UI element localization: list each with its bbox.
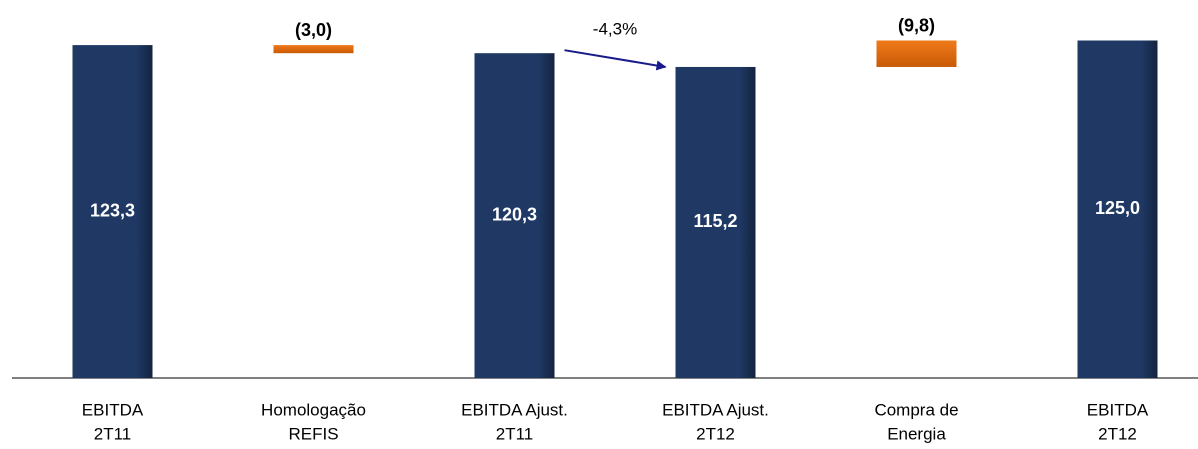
x-tick-label: Homologação — [261, 400, 366, 419]
value-label: 125,0 — [1095, 198, 1140, 218]
annotation-arrow — [564, 49, 667, 71]
bar — [474, 53, 555, 378]
x-tick-label: 2T11 — [496, 424, 534, 443]
annotation: -4,3% — [593, 19, 637, 38]
bar — [1077, 40, 1158, 378]
x-tick-label: 2T11 — [94, 424, 132, 443]
x-tick-label: EBITDA — [1087, 400, 1149, 419]
x-tick-label: REFIS — [288, 424, 338, 443]
bar — [72, 45, 153, 379]
value-label: 115,2 — [693, 211, 737, 231]
x-tick-label: Energia — [887, 424, 946, 443]
value-label: 123,3 — [90, 200, 135, 220]
x-tick-label: Compra de — [874, 400, 958, 419]
x-tick-label: EBITDA — [82, 400, 144, 419]
bar — [273, 45, 354, 54]
bar — [675, 66, 756, 379]
x-tick-label: EBITDA Ajust. — [662, 400, 769, 419]
value-label: (3,0) — [295, 20, 332, 40]
value-label: 120,3 — [492, 204, 537, 224]
x-tick-label: 2T12 — [1098, 424, 1137, 443]
x-tick-label: EBITDA Ajust. — [461, 400, 568, 419]
bar — [876, 40, 957, 67]
x-tick-label: 2T12 — [696, 424, 735, 443]
value-label: (9,8) — [898, 15, 935, 35]
